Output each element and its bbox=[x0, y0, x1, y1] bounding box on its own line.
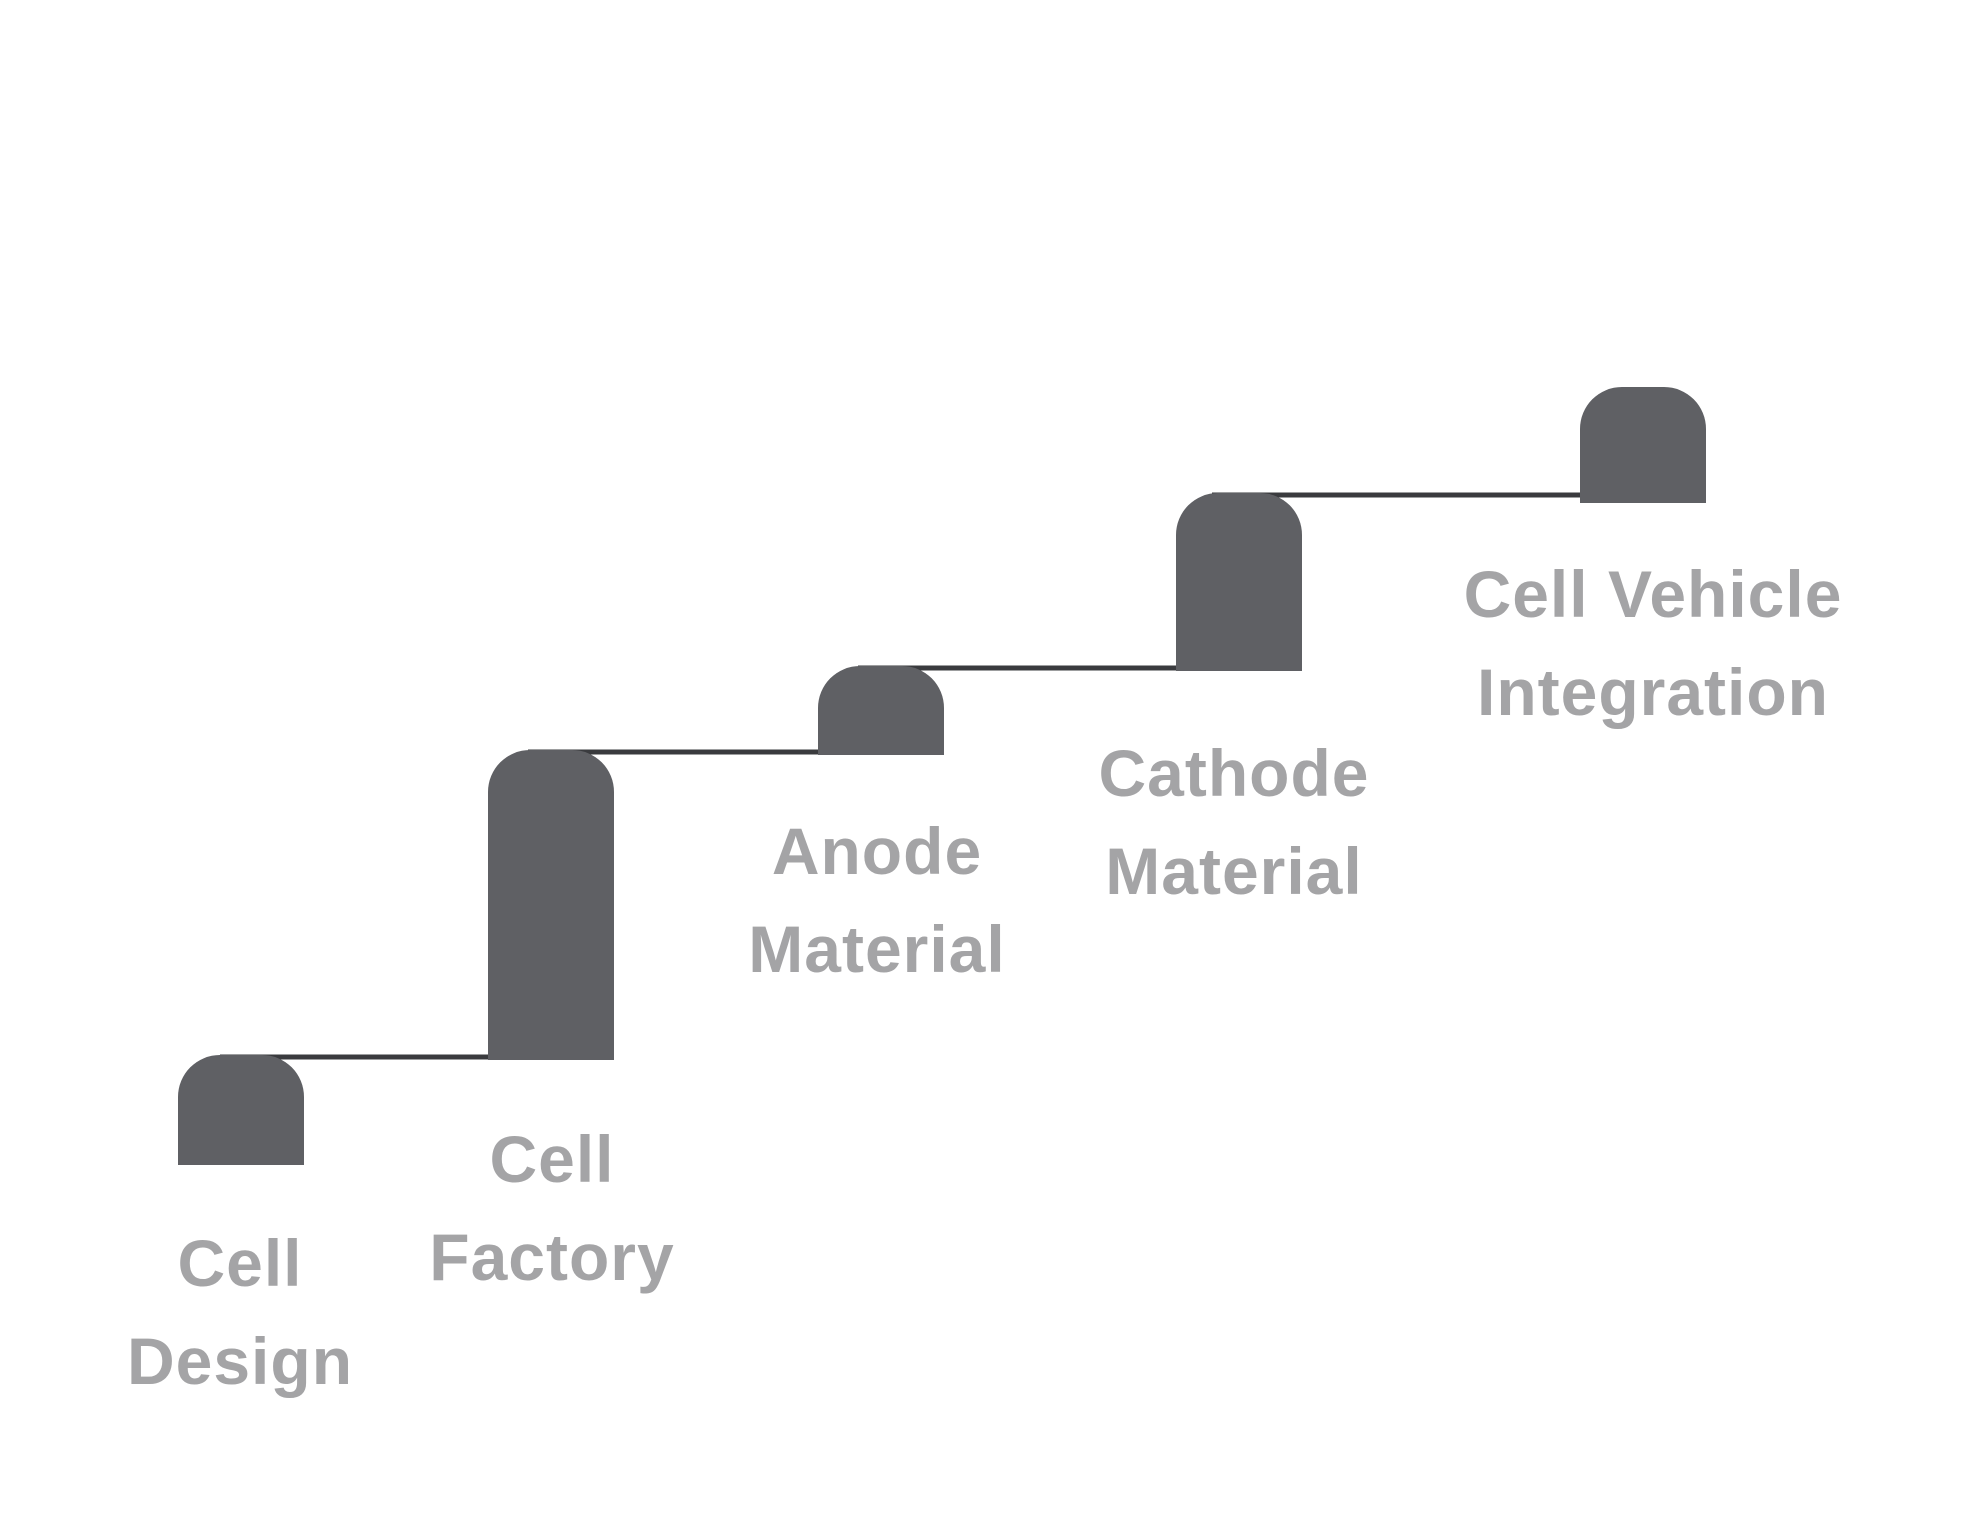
label-cell-factory-line2: Factory bbox=[429, 1220, 675, 1294]
label-cell-vehicle-integration-line1: Cell Vehicle bbox=[1463, 557, 1843, 631]
label-cell-design-line2: Design bbox=[126, 1324, 354, 1398]
label-anode-material: Anode Material bbox=[707, 802, 1047, 998]
label-cell-factory: Cell Factory bbox=[382, 1110, 722, 1306]
step-block-cell-factory bbox=[488, 750, 614, 1060]
label-cell-vehicle-integration: Cell Vehicle Integration bbox=[1443, 545, 1863, 741]
step-block-cathode-material bbox=[1176, 493, 1302, 671]
label-cell-design-line1: Cell bbox=[177, 1226, 303, 1300]
step-block-anode-material bbox=[818, 666, 944, 755]
label-cathode-material: Cathode Material bbox=[1064, 724, 1404, 920]
step-block-cell-vehicle-integration bbox=[1580, 387, 1706, 503]
label-anode-material-line2: Material bbox=[748, 912, 1006, 986]
label-anode-material-line1: Anode bbox=[771, 814, 983, 888]
label-cell-factory-line1: Cell bbox=[489, 1122, 615, 1196]
step-block-cell-design bbox=[178, 1055, 304, 1165]
label-cathode-material-line1: Cathode bbox=[1098, 736, 1370, 810]
label-cell-vehicle-integration-line2: Integration bbox=[1477, 655, 1829, 729]
label-cathode-material-line2: Material bbox=[1105, 834, 1363, 908]
label-cell-design: Cell Design bbox=[70, 1214, 410, 1410]
